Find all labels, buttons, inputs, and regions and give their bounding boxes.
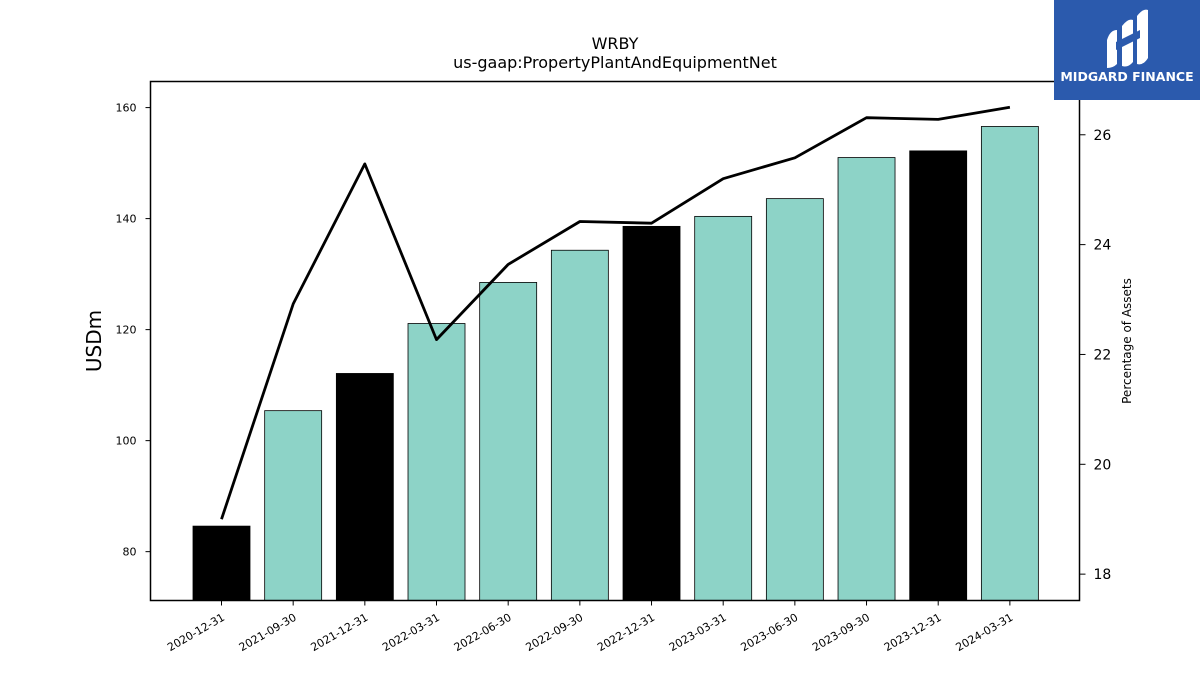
logo-mark-icon bbox=[1107, 9, 1148, 68]
x-axis-ticks: 2020-12-31 2021-09-30 2021-12-31 2022-03-31… bbox=[165, 600, 1015, 654]
y2-tick-label-26: 26 bbox=[1094, 128, 1112, 144]
bar-2022-03-31 bbox=[407, 323, 466, 601]
y-tick-label-160: 160 bbox=[116, 102, 137, 115]
y-axis-label: USDm bbox=[82, 310, 106, 372]
y-tick-label-140: 140 bbox=[116, 213, 137, 226]
y2-tick-label-22: 22 bbox=[1094, 347, 1112, 363]
bar-2023-03-31 bbox=[694, 215, 753, 601]
logo-text: MIDGARD FINANCE bbox=[1060, 69, 1193, 84]
chart-subtitle: us-gaap:PropertyPlantAndEquipmentNet bbox=[453, 53, 777, 72]
bar-2021-09-30 bbox=[264, 410, 323, 601]
percentage-line bbox=[220, 105, 1011, 520]
x-tick-label-2023-12-31: 2023-12-31 bbox=[882, 611, 944, 654]
bar-2020-12-31 bbox=[192, 525, 251, 601]
x-tick-label-2022-03-31: 2022-03-31 bbox=[380, 611, 442, 654]
x-tick-label-2020-12-31: 2020-12-31 bbox=[165, 611, 227, 654]
y-tick-label-100: 100 bbox=[116, 435, 137, 448]
bar-2023-09-30 bbox=[837, 157, 896, 601]
logo: MIDGARD FINANCE bbox=[1054, 0, 1200, 100]
chart-title: WRBY bbox=[592, 34, 639, 53]
y2-tick-label-24: 24 bbox=[1094, 238, 1112, 254]
x-tick-label-2022-06-30: 2022-06-30 bbox=[452, 611, 514, 654]
x-tick-label-2021-12-31: 2021-12-31 bbox=[308, 611, 370, 654]
y-tick-label-80: 80 bbox=[123, 546, 137, 559]
x-tick-label-2024-03-31: 2024-03-31 bbox=[953, 611, 1015, 654]
x-tick-label-2022-12-31: 2022-12-31 bbox=[595, 611, 657, 654]
left-axis-ticks: 80 100 120 140 160 bbox=[116, 102, 151, 559]
bar-2023-06-30 bbox=[765, 198, 824, 601]
x-tick-label-2023-03-31: 2023-03-31 bbox=[667, 611, 729, 654]
plot-frame bbox=[149, 80, 1081, 602]
bar-2023-12-31 bbox=[909, 150, 968, 601]
x-tick-label-2023-06-30: 2023-06-30 bbox=[738, 611, 800, 654]
right-axis-ticks: 18 20 22 24 26 bbox=[1079, 128, 1112, 583]
y-tick-label-120: 120 bbox=[116, 324, 137, 337]
x-tick-label-2023-09-30: 2023-09-30 bbox=[810, 611, 872, 654]
bar-series bbox=[192, 126, 1039, 601]
bar-2022-09-30 bbox=[550, 249, 609, 601]
y2-axis-label: Percentage of Assets bbox=[1120, 278, 1134, 404]
bar-2021-12-31 bbox=[335, 373, 394, 601]
bar-2024-03-31 bbox=[980, 126, 1039, 601]
bar-2022-06-30 bbox=[479, 282, 538, 601]
x-tick-label-2022-09-30: 2022-09-30 bbox=[523, 611, 585, 654]
y2-tick-label-18: 18 bbox=[1094, 567, 1112, 583]
percentage-line-series bbox=[220, 105, 1011, 520]
bar-2022-12-31 bbox=[622, 225, 681, 601]
x-tick-label-2021-09-30: 2021-09-30 bbox=[237, 611, 299, 654]
y2-tick-label-20: 20 bbox=[1094, 457, 1112, 473]
